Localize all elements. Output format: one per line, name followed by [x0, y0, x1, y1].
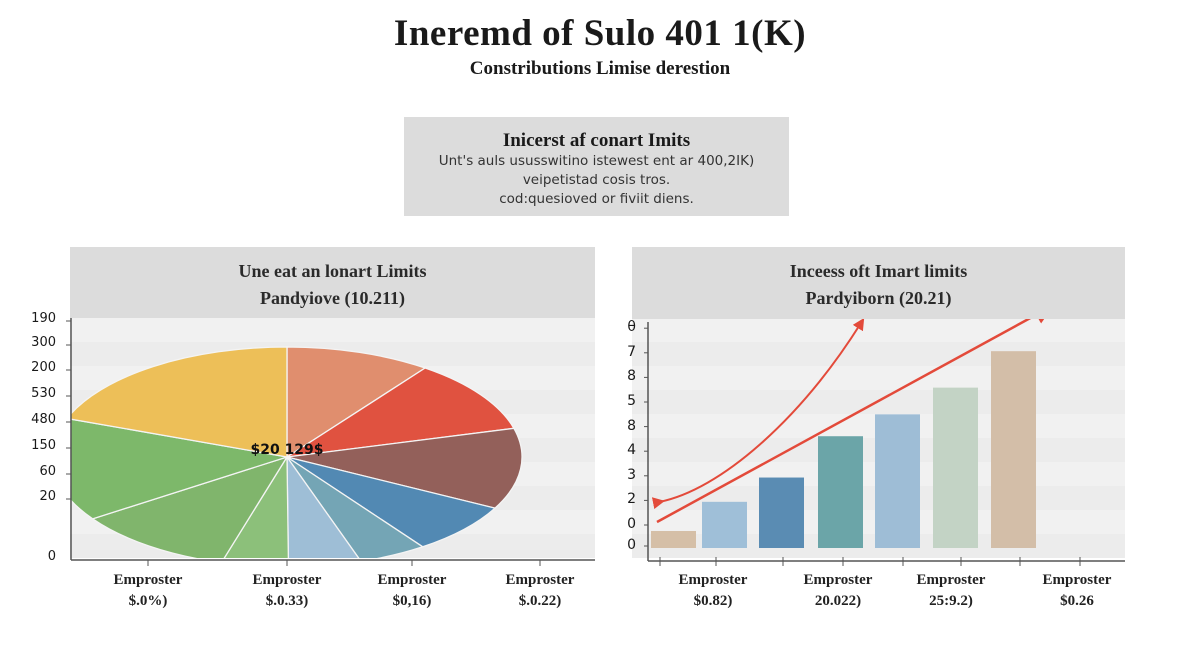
pie-slice: [286, 454, 360, 558]
x-label-value: $0,16): [392, 593, 432, 609]
y-tick-label: 2: [627, 491, 636, 508]
pie-slice: [286, 367, 515, 458]
x-label-value: $.0.22): [518, 593, 562, 609]
y-tick-label: 530: [31, 386, 56, 401]
y-tick-label: 190: [31, 311, 56, 326]
y-tick-label: 4: [627, 442, 636, 459]
curved-trend-arrow: [651, 317, 865, 510]
x-label-name: Emproster: [916, 572, 986, 588]
pie-slice: [286, 456, 425, 558]
pie-slice: [286, 427, 523, 509]
pie-slice: [286, 456, 497, 548]
plot-band: [632, 318, 1125, 342]
x-axis-label: Emproster $.0.33): [222, 570, 352, 612]
info-line: Unt's auls ususswitino istewest ent ar 4…: [438, 153, 755, 169]
x-axis-label: Emproster $0.82): [648, 570, 778, 612]
y-tick-label: 3: [627, 466, 636, 483]
pie-slices: [71, 346, 523, 558]
x-label-name: Emproster: [377, 572, 447, 588]
x-label-value: $.0%): [128, 593, 168, 609]
bar: [651, 530, 696, 548]
x-label-value: 20.022): [814, 593, 862, 609]
x-label-value: $0.26: [1060, 593, 1094, 609]
page-subtitle: Constributions Limise derestion: [469, 58, 731, 79]
pie-chart-title: Une eat an lonart Limits: [238, 261, 427, 281]
x-label-name: Emproster: [678, 572, 748, 588]
x-axis-label: Emproster $0.26: [1012, 570, 1142, 612]
bar: [759, 477, 804, 548]
pie-slice: [71, 346, 288, 458]
bar: [818, 436, 863, 548]
pie-slice: [286, 346, 427, 459]
bar-chart-title: Inceess oft Imart limits: [789, 261, 968, 281]
info-line: veipetistad cosis tros.: [522, 172, 671, 188]
y-tick-label: 200: [31, 360, 56, 375]
y-tick-label: 20: [39, 489, 56, 504]
x-label-value: $0.82): [693, 593, 733, 609]
x-label-name: Emproster: [803, 572, 873, 588]
x-label-name: Emproster: [505, 572, 575, 588]
info-heading: Inicerst af conart Imits: [502, 130, 691, 151]
pie-center-label: $20 129$: [250, 442, 324, 458]
plot-band: [632, 366, 1125, 390]
y-tick-label: 7: [627, 343, 636, 360]
y-tick-label: 0: [627, 537, 636, 553]
y-tick-label: 0: [47, 549, 56, 564]
pie-chart-header: Une eat an lonart Limits Pandyiove (10.2…: [70, 247, 595, 319]
x-axis-label: Emproster $0,16): [347, 570, 477, 612]
bar: [875, 414, 920, 548]
y-tick-label: 5: [627, 393, 636, 409]
y-tick-label: 300: [31, 335, 56, 350]
bar-chart-header: Inceess oft Imart limits Pardyiborn (20.…: [632, 247, 1125, 319]
x-label-name: Emproster: [113, 572, 183, 588]
y-tick-label: 150: [31, 438, 56, 453]
x-axis-label: Emproster $.0%): [83, 570, 213, 612]
x-label-name: Emproster: [252, 572, 322, 588]
x-label-name: Emproster: [1042, 572, 1112, 588]
bar: [702, 501, 747, 548]
bar-chart-subtitle: Pardyiborn (20.21): [805, 288, 952, 308]
pie-slice: [91, 455, 289, 558]
bar: [933, 387, 978, 548]
pie-slice: [71, 418, 288, 520]
info-box: Inicerst af conart Imits Unt's auls usus…: [404, 117, 789, 216]
bar: [991, 351, 1036, 548]
plot-band: [70, 318, 595, 342]
y-tick-label: θ: [627, 319, 636, 336]
x-axis-label: Emproster 20.022): [773, 570, 903, 612]
y-tick-label: 60: [39, 464, 56, 479]
x-axis-label: Emproster $.0.22): [475, 570, 605, 612]
pie-chart-subtitle: Pandyiove (10.211): [259, 288, 405, 308]
y-tick-label: 8: [627, 368, 636, 385]
x-label-value: $.0.33): [265, 593, 309, 609]
page-title: Ineremd of Sulo 401 1(K): [393, 13, 807, 54]
y-tick-label: 480: [31, 412, 56, 427]
x-label-value: 25:9.2): [929, 593, 973, 609]
info-line: cod:quesioved or fiviit diens.: [499, 191, 694, 207]
x-axis-label: Emproster 25:9.2): [886, 570, 1016, 612]
y-tick-label: 8: [627, 417, 636, 434]
plot-band: [632, 342, 1125, 366]
y-tick-label: 0: [627, 516, 636, 532]
